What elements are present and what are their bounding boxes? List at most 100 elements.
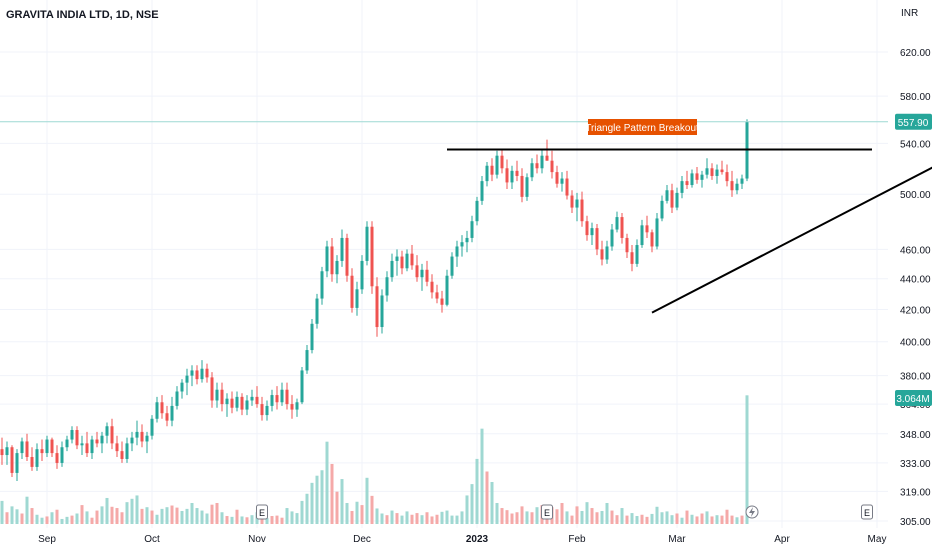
volume-bar	[410, 514, 414, 524]
candle-body	[505, 168, 509, 183]
candle-body	[115, 443, 119, 452]
candle-body	[145, 435, 149, 442]
time-axis[interactable]: SepOctNovDec2023FebMarAprMayJun	[38, 534, 932, 545]
volume-bar	[50, 512, 54, 524]
candle-body	[375, 286, 379, 328]
candle-body	[210, 377, 214, 401]
volume-bar	[415, 513, 419, 524]
volume-bar	[630, 513, 634, 524]
volume-bar	[670, 515, 674, 524]
volume-bar	[165, 507, 169, 524]
volume-bar	[100, 506, 104, 524]
volume-bar	[110, 506, 114, 524]
price-tick-label: 333.00	[900, 459, 931, 470]
volume-bar	[480, 428, 484, 524]
volume-bar	[640, 514, 644, 524]
time-tick-label: Mar	[668, 534, 686, 545]
volume-bar	[190, 503, 194, 524]
volume-bar	[650, 513, 654, 524]
candle-body	[440, 298, 444, 305]
candle-body	[10, 447, 14, 473]
volume-bar	[310, 482, 314, 524]
volume-bar	[405, 511, 409, 524]
volume-bar	[55, 509, 59, 524]
price-tick-label: 305.00	[900, 517, 931, 528]
candle-body	[100, 435, 104, 444]
candle-body	[215, 389, 219, 401]
candle-body	[420, 269, 424, 278]
volume-bar	[25, 496, 29, 524]
volume-bar	[325, 441, 329, 524]
candle-body	[500, 155, 504, 169]
candle-body	[295, 402, 299, 410]
candle-body	[660, 200, 664, 219]
candle-body	[235, 396, 239, 408]
volume-bar	[130, 498, 134, 524]
volume-bar	[595, 512, 599, 524]
volume-bar	[65, 516, 69, 524]
candle-body	[285, 389, 289, 405]
candle-body	[670, 190, 674, 208]
volume-bar	[490, 482, 494, 524]
candle-body	[50, 439, 54, 454]
candle-body	[485, 165, 489, 182]
candle-body	[450, 256, 454, 276]
volume-bar	[235, 509, 239, 524]
candle-body	[205, 368, 209, 378]
volume-bar	[545, 515, 549, 524]
price-tick-label: 460.00	[900, 245, 931, 256]
candle-body	[245, 400, 249, 410]
candle-body	[740, 178, 744, 184]
candle-body	[300, 370, 304, 403]
candle-body	[535, 163, 539, 169]
candle-body	[610, 229, 614, 247]
volume-bar	[375, 508, 379, 524]
candle-body	[305, 350, 309, 371]
candle-body	[220, 389, 224, 405]
price-tick-label: 440.00	[900, 275, 931, 286]
candle-body	[365, 226, 369, 261]
time-tick-label: Sep	[38, 534, 56, 545]
price-tick-label: 580.00	[900, 92, 931, 103]
candle-body	[170, 405, 174, 421]
earnings-marker-box	[541, 504, 553, 520]
volume-bar	[460, 511, 464, 524]
volume-bar	[530, 512, 534, 524]
candle-body	[415, 265, 419, 278]
volume-bar	[40, 517, 44, 524]
candle-body	[515, 170, 519, 176]
volume-bar	[600, 510, 604, 524]
grid-lines	[0, 0, 888, 528]
volume-bar	[295, 513, 299, 524]
candle-body	[680, 181, 684, 193]
volume-bar	[500, 508, 504, 524]
volume-bar	[685, 510, 689, 524]
candle-body	[350, 275, 354, 308]
volume-bar	[155, 514, 159, 524]
volume-bar	[250, 515, 254, 524]
volume-bar	[385, 515, 389, 524]
candle-body	[695, 173, 699, 180]
volume-bar	[370, 495, 374, 524]
candle-body	[725, 172, 729, 182]
volume-bar	[355, 501, 359, 524]
volume-bar	[505, 510, 509, 524]
volume-bar	[445, 510, 449, 524]
volume-bar	[230, 516, 234, 524]
candle-body	[5, 447, 9, 456]
volume-bar	[265, 518, 269, 524]
candle-body	[575, 199, 579, 208]
volume-bar	[620, 508, 624, 524]
annotation-text: Triangle Pattern Breakout	[585, 123, 699, 134]
volume-bar	[575, 506, 579, 524]
volume-bar	[125, 502, 129, 524]
candle-body	[615, 217, 619, 230]
candle-body	[665, 190, 669, 201]
flash-icon-glyph	[749, 507, 755, 517]
price-tick-label: 400.00	[900, 338, 931, 349]
volume-bar	[305, 493, 309, 524]
volume-bar	[340, 479, 344, 524]
candle-body	[605, 246, 609, 260]
